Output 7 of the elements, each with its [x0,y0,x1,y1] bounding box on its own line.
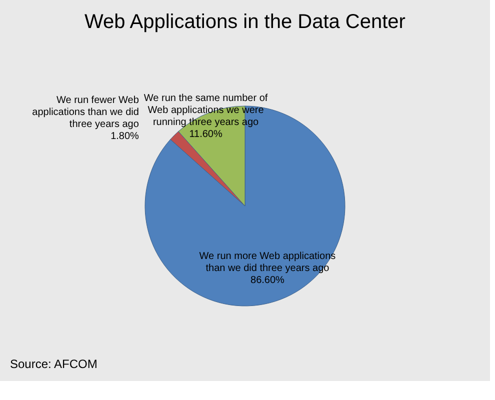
slice-label: We run fewer Web applications than we did three years ago [32,94,140,130]
pie-slice [144,106,346,306]
data-label: 86.60% [250,275,285,286]
chart-title: Web Applications in the Data Center [84,11,406,33]
data-label: 11.60% [189,129,222,140]
data-label: 1.80% [110,130,140,142]
source-note: Source: AFCOM [10,357,98,371]
